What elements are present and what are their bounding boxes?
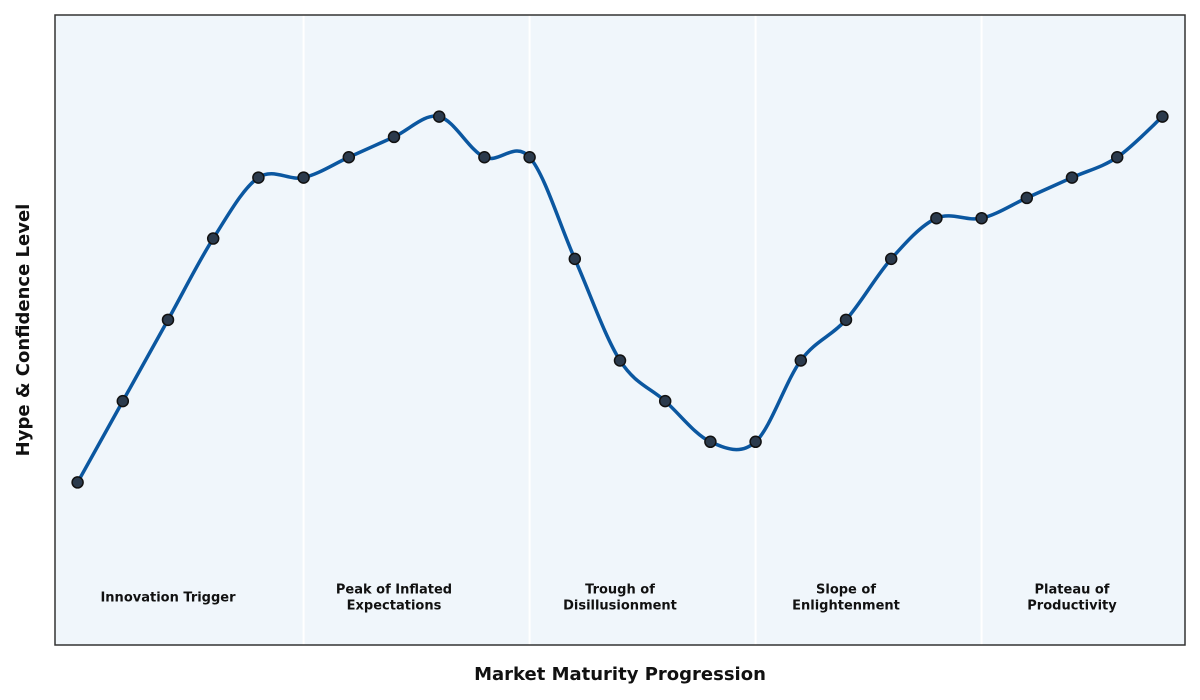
data-point (884, 252, 898, 266)
data-point (794, 354, 808, 367)
phase-label: Disillusionment (563, 599, 677, 614)
data-point (297, 171, 310, 184)
phase-label: Expectations (347, 599, 442, 614)
data-point (704, 435, 717, 449)
phase-label: Productivity (1027, 599, 1117, 614)
phase-label: Innovation Trigger (100, 591, 236, 606)
data-point (252, 171, 265, 184)
y-axis-label: Hype & Confidence Level (13, 204, 34, 457)
phase-label: Enlightenment (792, 599, 900, 614)
data-point (658, 394, 672, 408)
data-point (342, 151, 356, 164)
data-point (387, 130, 401, 144)
phase-label: Trough of (585, 583, 655, 598)
data-point (749, 435, 762, 449)
phase-label: Plateau of (1035, 583, 1110, 598)
data-point (71, 476, 84, 489)
data-point (1065, 171, 1079, 184)
data-point (1020, 191, 1034, 205)
data-point (1110, 151, 1124, 164)
data-point (523, 151, 536, 164)
plot-frame (54, 14, 1186, 646)
phase-label: Peak of Inflated (336, 583, 452, 598)
hype-curve (76, 114, 1164, 484)
data-point (613, 354, 627, 367)
phase-label: Slope of (816, 583, 876, 598)
data-point (839, 313, 853, 327)
data-point (116, 394, 130, 408)
data-point (206, 232, 220, 245)
data-point (478, 151, 491, 164)
data-point (1156, 110, 1169, 123)
data-point (975, 211, 988, 225)
data-point (568, 252, 582, 266)
data-point (161, 313, 175, 327)
plot-background (55, 15, 1185, 645)
data-point (930, 211, 943, 225)
x-axis-label: Market Maturity Progression (474, 664, 766, 685)
data-point (432, 110, 446, 123)
